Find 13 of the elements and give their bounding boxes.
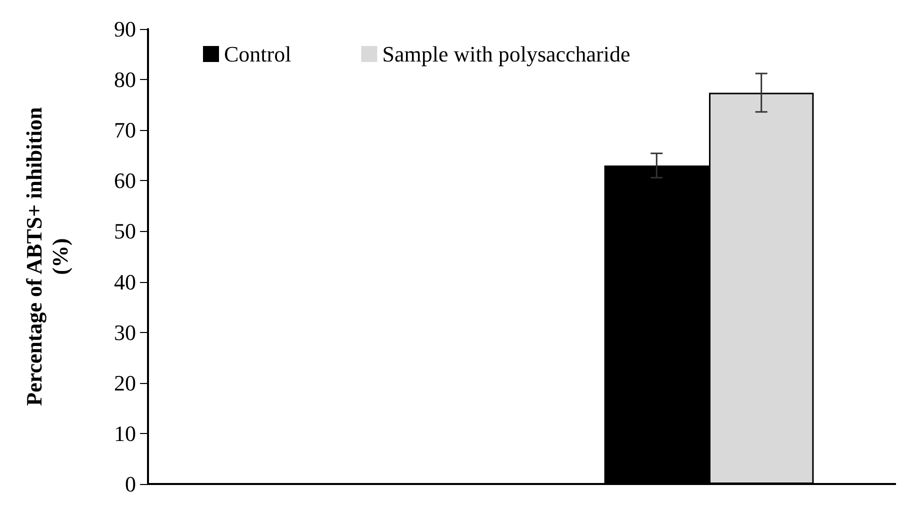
legend-label: Control: [224, 42, 292, 66]
y-tick-label: 30: [114, 320, 136, 345]
y-tick-label: 40: [114, 269, 136, 294]
y-tick-label: 20: [114, 370, 136, 396]
y-tick-label: 90: [114, 16, 136, 42]
legend-label: Sample with polysaccharide: [382, 42, 630, 66]
y-tick-label: 80: [114, 67, 136, 92]
y-tick-label: 0: [125, 472, 136, 496]
y-tick-label: 50: [114, 218, 136, 244]
y-axis-title: Percentage of ABTS+ inhibition (%): [22, 107, 72, 406]
y-tick-label: 10: [114, 420, 136, 446]
y-tick-label: 70: [114, 118, 136, 143]
y-tick-label: 60: [114, 168, 136, 194]
